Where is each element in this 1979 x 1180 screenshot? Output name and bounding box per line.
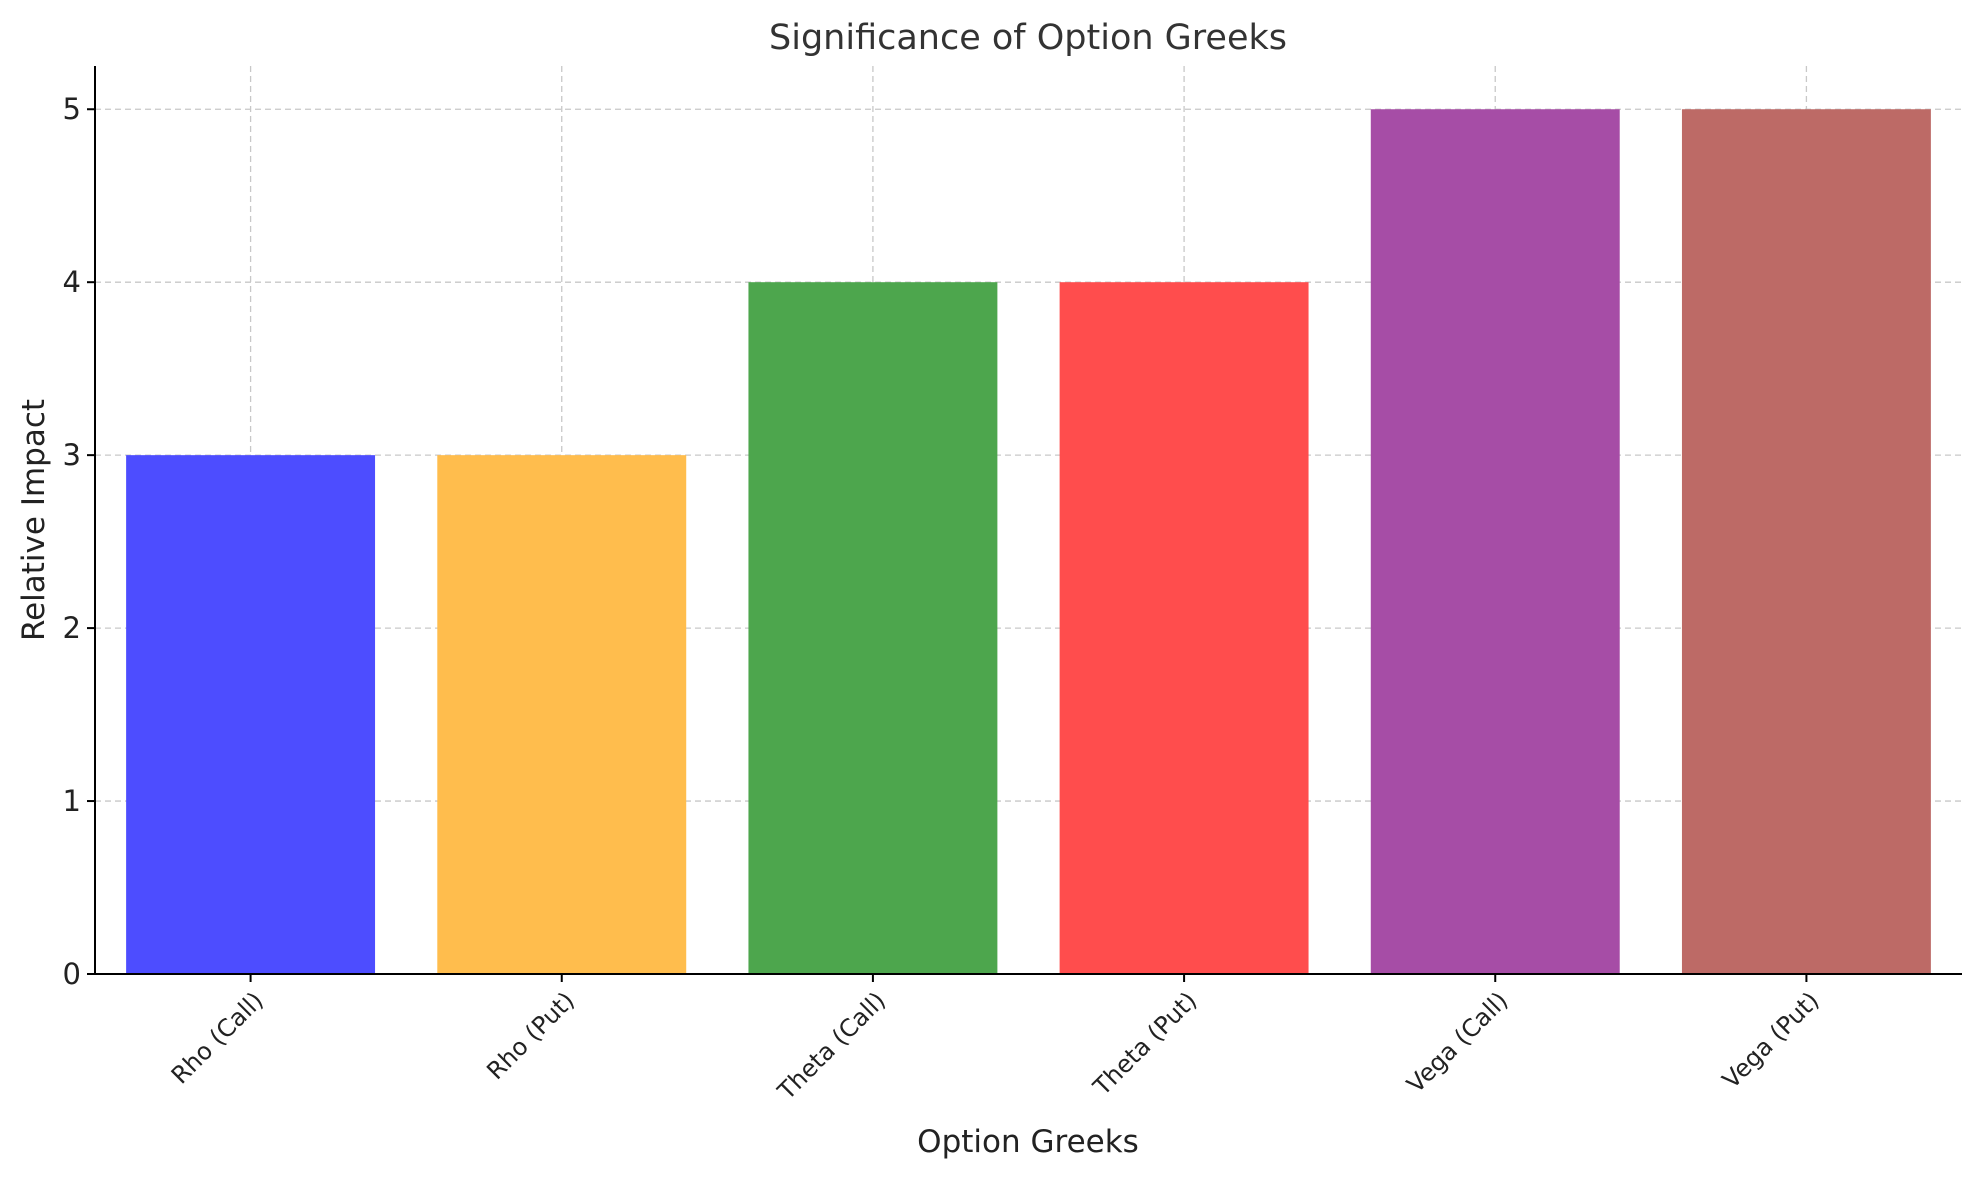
x-tick-label: Vega (Call) <box>1401 986 1513 1098</box>
y-tick-label: 1 <box>63 784 81 818</box>
x-tick-label: Vega (Put) <box>1717 986 1825 1094</box>
y-tick-label: 5 <box>63 92 81 126</box>
x-tick-label: Theta (Put) <box>1087 986 1202 1101</box>
y-tick-label: 4 <box>63 265 81 299</box>
x-ticks: Rho (Call) Rho (Put) Theta (Call) Theta (Pu… <box>166 974 1825 1106</box>
x-tick-label: Rho (Call) <box>166 986 269 1089</box>
y-axis-label: Relative Impact <box>16 399 52 641</box>
bar <box>1681 109 1931 974</box>
y-tick-label: 0 <box>63 957 81 991</box>
y-tick-label: 3 <box>63 438 81 472</box>
bar <box>748 282 998 974</box>
y-tick-label: 2 <box>63 611 81 645</box>
y-ticks: 0 1 2 3 4 5 <box>63 92 95 991</box>
bar <box>437 455 687 975</box>
chart-title: Significance of Option Greeks <box>769 18 1287 58</box>
bars <box>126 109 1931 975</box>
x-tick-label: Theta (Call) <box>772 986 891 1105</box>
x-axis-label: Option Greeks <box>917 1124 1139 1160</box>
axes <box>94 66 1962 975</box>
bar <box>126 455 376 975</box>
bar <box>1370 109 1620 974</box>
bar <box>1059 282 1309 974</box>
x-tick-label: Rho (Put) <box>481 986 580 1085</box>
